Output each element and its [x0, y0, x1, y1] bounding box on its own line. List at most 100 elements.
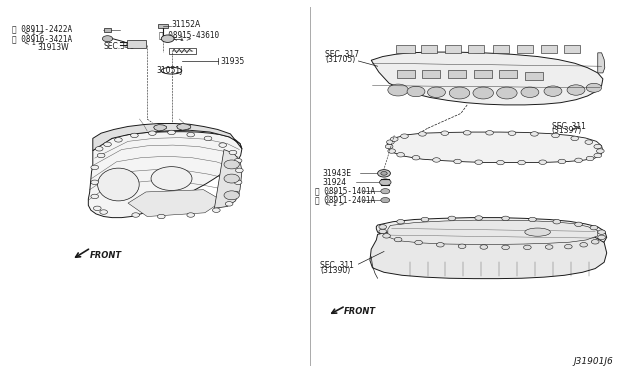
Circle shape — [157, 214, 165, 219]
Circle shape — [104, 142, 111, 147]
Text: < 1 >: < 1 > — [325, 192, 345, 198]
Circle shape — [415, 240, 422, 245]
Bar — [397, 70, 415, 78]
Circle shape — [594, 153, 602, 158]
Circle shape — [544, 86, 562, 96]
Circle shape — [132, 213, 140, 217]
Circle shape — [421, 217, 429, 222]
Circle shape — [594, 144, 602, 149]
Circle shape — [436, 243, 444, 247]
Bar — [158, 24, 168, 28]
Polygon shape — [214, 150, 242, 208]
Circle shape — [552, 133, 559, 138]
Circle shape — [448, 216, 456, 221]
Circle shape — [394, 237, 402, 242]
Circle shape — [224, 191, 239, 200]
Text: 31051J: 31051J — [156, 66, 182, 75]
Circle shape — [100, 210, 108, 214]
Polygon shape — [493, 45, 509, 53]
Text: Ⓝ 08911-2422A: Ⓝ 08911-2422A — [12, 25, 72, 33]
Text: < 1 >: < 1 > — [24, 31, 44, 36]
Text: SEC. 311: SEC. 311 — [320, 261, 354, 270]
Circle shape — [428, 87, 445, 97]
Circle shape — [234, 180, 242, 185]
Text: < 1 >: < 1 > — [325, 201, 345, 207]
Polygon shape — [127, 40, 146, 48]
Polygon shape — [421, 45, 437, 53]
Circle shape — [234, 158, 242, 163]
Text: 31913W: 31913W — [37, 43, 68, 52]
Text: 31924: 31924 — [323, 178, 347, 187]
Polygon shape — [371, 52, 603, 105]
Circle shape — [529, 217, 536, 222]
Circle shape — [591, 240, 599, 244]
Circle shape — [497, 87, 517, 99]
Circle shape — [433, 158, 440, 162]
Circle shape — [97, 153, 105, 158]
Text: Ⓝ 08915-1401A: Ⓝ 08915-1401A — [315, 186, 375, 195]
Circle shape — [580, 243, 588, 247]
Polygon shape — [564, 45, 580, 53]
Circle shape — [91, 180, 99, 185]
Circle shape — [385, 144, 393, 149]
Ellipse shape — [98, 168, 140, 201]
Circle shape — [531, 132, 538, 136]
Text: SEC. 317: SEC. 317 — [325, 50, 359, 59]
Polygon shape — [541, 45, 557, 53]
Circle shape — [518, 160, 525, 165]
Polygon shape — [468, 45, 484, 53]
Bar — [422, 70, 440, 78]
Circle shape — [463, 131, 471, 135]
Circle shape — [596, 149, 604, 153]
Circle shape — [229, 150, 237, 155]
Text: Ⓝ 08911-2401A: Ⓝ 08911-2401A — [315, 195, 375, 204]
Text: SEC.349: SEC.349 — [104, 42, 136, 51]
Circle shape — [575, 158, 582, 163]
Circle shape — [497, 160, 504, 165]
Circle shape — [407, 86, 425, 97]
Circle shape — [598, 235, 605, 240]
Circle shape — [508, 131, 516, 135]
Circle shape — [586, 83, 602, 92]
Circle shape — [151, 167, 192, 190]
Circle shape — [219, 143, 227, 147]
Text: < 1 >: < 1 > — [172, 36, 191, 42]
Circle shape — [91, 194, 99, 199]
Circle shape — [379, 225, 387, 229]
Text: J31901J6: J31901J6 — [573, 357, 613, 366]
Text: Ⓗ 08916-3421A: Ⓗ 08916-3421A — [12, 34, 72, 43]
Circle shape — [598, 230, 605, 234]
Circle shape — [521, 87, 539, 97]
Circle shape — [553, 219, 561, 224]
Circle shape — [401, 134, 408, 138]
Circle shape — [441, 131, 449, 135]
Polygon shape — [376, 218, 607, 248]
Circle shape — [390, 137, 398, 141]
Circle shape — [131, 133, 138, 138]
Polygon shape — [177, 124, 191, 130]
Polygon shape — [445, 45, 461, 53]
Circle shape — [236, 168, 243, 173]
Bar — [474, 70, 492, 78]
Circle shape — [187, 213, 195, 217]
Text: (31390): (31390) — [320, 266, 350, 275]
Circle shape — [388, 84, 408, 96]
Circle shape — [378, 170, 390, 177]
Polygon shape — [517, 45, 533, 53]
Polygon shape — [396, 45, 415, 53]
Text: FRONT: FRONT — [90, 251, 122, 260]
Text: 31152A: 31152A — [172, 20, 201, 29]
Circle shape — [224, 160, 239, 169]
Circle shape — [473, 87, 493, 99]
Polygon shape — [154, 125, 166, 131]
Text: 31935: 31935 — [220, 57, 244, 66]
Circle shape — [93, 206, 101, 211]
Text: 31943E: 31943E — [323, 169, 351, 178]
Circle shape — [225, 202, 233, 206]
Circle shape — [91, 165, 99, 170]
Circle shape — [397, 219, 404, 224]
Circle shape — [148, 131, 156, 135]
Circle shape — [449, 87, 470, 99]
Circle shape — [454, 159, 461, 164]
Circle shape — [388, 149, 396, 153]
